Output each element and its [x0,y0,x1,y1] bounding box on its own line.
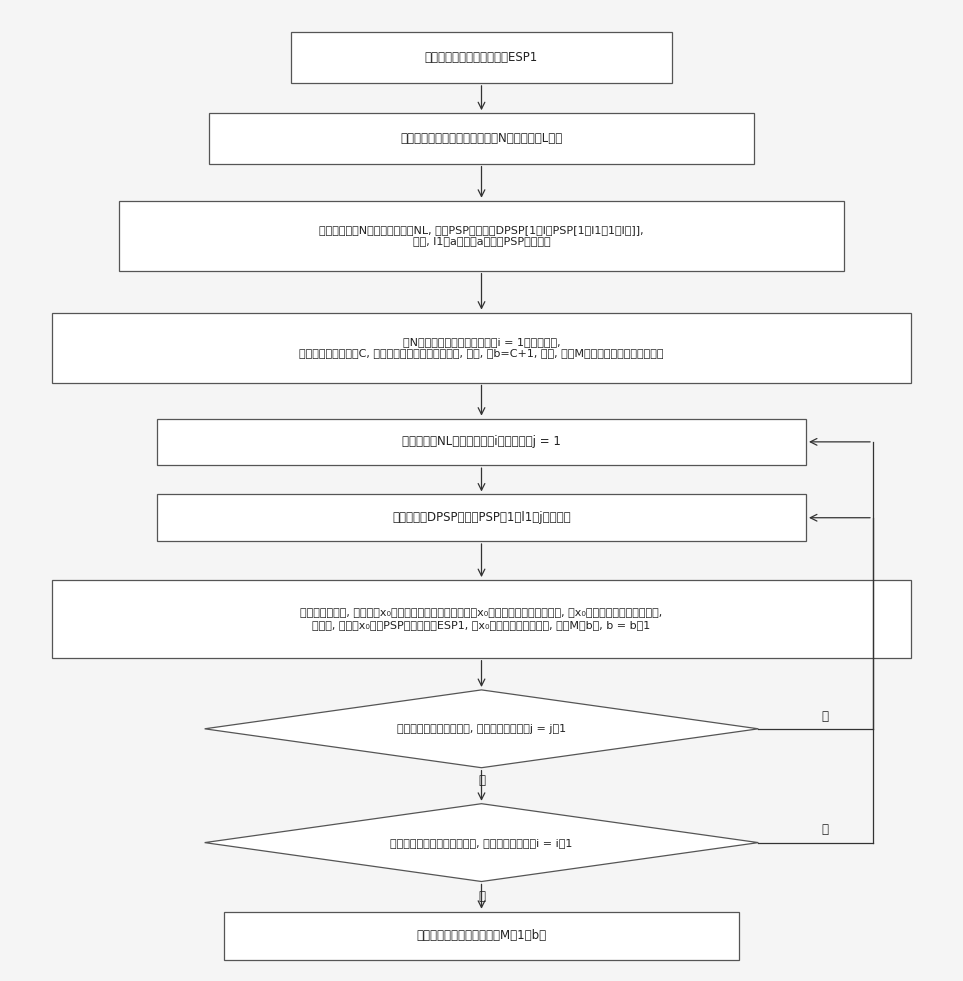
Bar [157,494,806,542]
Text: 如果还有其它节点没有被选取, 就选择下一条节点i = i＋1: 如果还有其它节点没有被选取, 就选择下一条节点i = i＋1 [390,838,573,848]
Bar [209,113,754,164]
Bar [157,419,806,465]
Bar [118,201,845,271]
Text: 是: 是 [821,823,829,837]
Text: 是: 是 [821,709,829,723]
Text: 从N个节点中选定任意一个节点i = 1作为初始点,
定义管网端点个数为C, 管网端点是地磁暴灾害突变点, 所以, 让b=C+1, 同时, 定义M矩阵存储地磁暴灾: 从N个节点中选定任意一个节点i = 1作为初始点, 定义管网端点个数为C, 管网… [299,336,664,358]
Text: 否: 否 [478,890,485,903]
Text: 从分布数据DPSP中取其PSP（1；l1（j））数据: 从分布数据DPSP中取其PSP（1；l1（j））数据 [392,511,571,524]
Text: 如果还有支路没有被选取, 就选择下一条支路j = j＋1: 如果还有支路没有被选取, 就选择下一条支路j = j＋1 [397,724,566,734]
Bar [52,580,911,658]
Text: 建立管道节点N和支路关联矩阵NL, 支路PSP分布数据DPSP[1；l；PSP[1；l1（1；l）]],
其中, l1（a）代表a支路的PSP数据长度: 建立管道节点N和支路关联矩阵NL, 支路PSP分布数据DPSP[1；l；PSP[… [319,225,644,246]
Bar [291,32,672,83]
Polygon shape [205,803,758,882]
Text: 给定地磁暴灾害突变点阈值ESP1: 给定地磁暴灾害突变点阈值ESP1 [425,51,538,64]
Text: 给管道节点和支路编号（节点为N个和支路为L条）: 给管道节点和支路编号（节点为N个和支路为L条） [401,131,562,145]
Polygon shape [205,690,758,768]
Text: 否: 否 [478,774,485,787]
Bar [52,313,911,383]
Text: 输出管道地磁暴灾害点矩阵M（1；b）: 输出管道地磁暴灾害点矩阵M（1；b） [416,929,547,943]
Text: 对于管道中间点, 如果在点x₀左侧（或右侧）单调增加而在x₀右侧（或左侧）单调减少, 其x₀点就是疑似地磁暴灾害点,
进一步, 如果在x₀点处PSP值大于阈值E: 对于管道中间点, 如果在点x₀左侧（或右侧）单调增加而在x₀右侧（或左侧）单调减… [300,608,663,630]
Text: 从关联矩阵NL中选择与节点i相邻的支路j = 1: 从关联矩阵NL中选择与节点i相邻的支路j = 1 [403,436,560,448]
Bar [223,911,740,960]
